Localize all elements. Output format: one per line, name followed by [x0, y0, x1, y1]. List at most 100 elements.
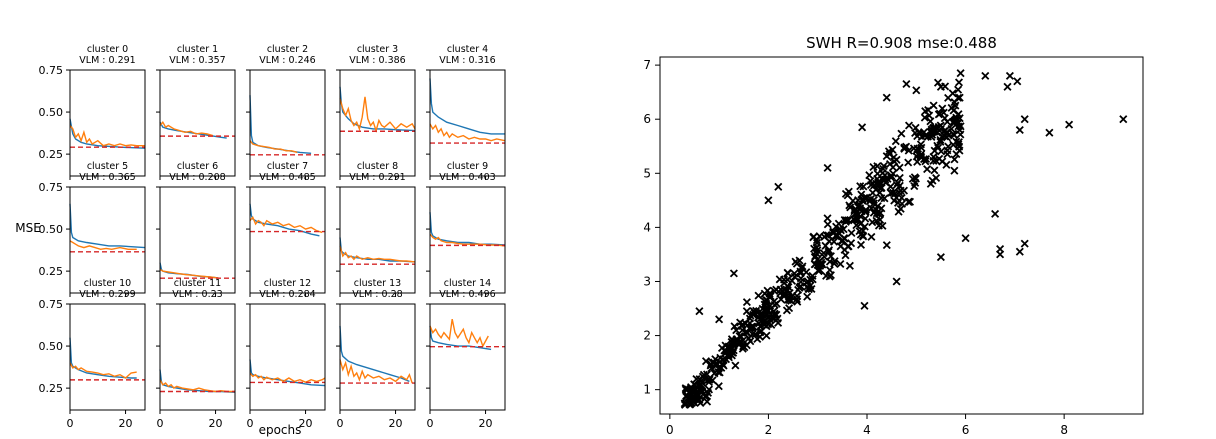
scatter-point [804, 285, 813, 294]
scatter-point [942, 160, 951, 169]
figure-ylabel: MSE [15, 221, 41, 235]
scatter-point [949, 119, 958, 128]
scatter-point [942, 133, 952, 142]
panel-subtitle: VLM : 0.299 [79, 289, 135, 300]
scatter-point [861, 205, 870, 214]
scatter-point [954, 138, 963, 147]
y-tick-label: 0.50 [39, 223, 64, 236]
panel-subtitle: VLM : 0.28 [352, 289, 402, 300]
scatter-point [855, 227, 864, 236]
panel-subtitle: VLM : 0.485 [259, 172, 315, 183]
scatter-point [836, 259, 845, 269]
scatter-point [949, 129, 958, 138]
scatter-point [692, 374, 701, 384]
scatter-point [836, 226, 845, 235]
scatter-point [695, 307, 704, 316]
x-tick-label: 6 [962, 423, 970, 437]
scatter-point [900, 144, 909, 153]
scatter-point [695, 382, 704, 391]
scatter-point [767, 320, 776, 329]
panel-frame [339, 69, 416, 177]
val-loss-line [69, 240, 137, 251]
x-tick-label: 0 [666, 423, 674, 437]
scatter-point [913, 132, 922, 141]
val-loss-line [429, 318, 489, 348]
scatter-point [865, 171, 874, 180]
scatter-point [795, 256, 804, 265]
scatter-point [703, 397, 712, 406]
panel-frame [339, 303, 416, 411]
x-tick-label: 0 [337, 417, 344, 430]
scatter-point [904, 197, 913, 206]
scatter-point [894, 188, 904, 197]
scatter-point [876, 215, 885, 224]
y-tick-label: 0.25 [39, 148, 64, 161]
scatter-point [808, 271, 817, 280]
scatter-point [802, 278, 811, 287]
scatter-point [776, 289, 785, 298]
scatter-point [947, 124, 956, 133]
scatter-point [825, 272, 834, 281]
scatter-point [954, 78, 964, 87]
scatter-point [892, 155, 901, 164]
panel-subtitle: VLM : 0.403 [439, 172, 495, 183]
scatter-point [825, 257, 834, 266]
panel-subtitle: VLM : 0.386 [349, 55, 405, 66]
scatter-point [996, 250, 1005, 259]
panel-title: cluster 0 [87, 44, 128, 55]
scatter-point [751, 330, 760, 339]
scatter-point [785, 304, 794, 313]
scatter-point [841, 217, 850, 226]
scatter-point [807, 284, 816, 294]
y-tick-label: 7 [643, 58, 651, 72]
scatter-point [920, 113, 929, 122]
val-loss-line [69, 362, 137, 379]
scatter-point [869, 181, 879, 190]
scatter-point [875, 188, 884, 197]
scatter-point [812, 236, 821, 245]
swh-scatter-chart: SWH R=0.908 mse:0.488 0 2 4 6 8 1 2 3 4 5 6 7 [643, 34, 1144, 437]
scatter-point [850, 209, 859, 218]
scatter-point [929, 127, 938, 136]
scatter-point [787, 296, 796, 305]
val-loss-line [429, 123, 506, 142]
scatter-point [941, 126, 950, 135]
scatter-point [934, 143, 943, 152]
scatter-point [950, 166, 959, 175]
scatter-point [843, 242, 852, 251]
panel-frame [249, 69, 326, 177]
panel-subtitle: VLM : 0.496 [439, 289, 495, 300]
panel-frame [339, 186, 416, 294]
scatter-point [940, 114, 949, 123]
panel-frame [69, 303, 146, 411]
scatter-point [787, 276, 797, 285]
panel-subtitle: VLM : 0.23 [172, 289, 222, 300]
scatter-point [731, 361, 740, 370]
scatter-point [764, 196, 773, 205]
scatter-point [845, 261, 854, 270]
scatter-point [858, 123, 867, 132]
scatter-point [873, 162, 882, 171]
val-loss-line [69, 125, 145, 147]
panel-title: cluster 4 [447, 44, 488, 55]
scatter-point [936, 135, 945, 144]
scatter-point [856, 182, 865, 191]
panel-title: cluster 3 [357, 44, 398, 55]
scatter-point [823, 220, 832, 229]
panel-frame [429, 186, 506, 294]
scatter-point [912, 86, 921, 95]
scatter-point [956, 122, 965, 131]
train-loss-line [69, 203, 146, 249]
scatter-point [818, 260, 827, 269]
scatter-point [882, 93, 891, 102]
scatter-point [922, 154, 931, 164]
scatter-point [721, 346, 730, 355]
x-tick-label: 0 [427, 417, 434, 430]
scatter-point [752, 306, 761, 315]
scatter-point [757, 308, 766, 317]
